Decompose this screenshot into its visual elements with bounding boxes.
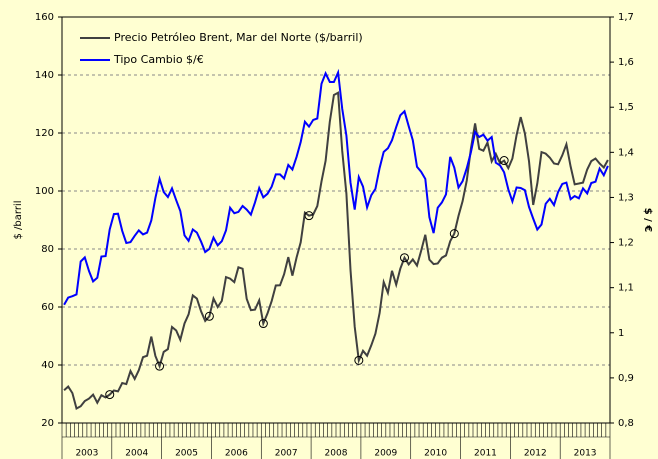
x-tick-label: 2004 — [125, 449, 148, 459]
y2-tick-label: 1,1 — [618, 283, 634, 294]
y-tick-label: 40 — [41, 360, 54, 371]
y2-tick-label: 1,5 — [618, 102, 634, 113]
y2-tick-label: 1,3 — [618, 192, 634, 203]
y-tick-label: 160 — [35, 12, 54, 23]
point-marker — [400, 253, 409, 263]
y-tick-label: 100 — [35, 186, 54, 197]
y2-tick-label: 1,4 — [618, 147, 634, 158]
point-marker — [155, 361, 165, 371]
x-tick-label: 2012 — [524, 449, 547, 459]
y-tick-label: 140 — [35, 70, 54, 81]
y2-axis-label: $ / € — [642, 208, 653, 233]
y-tick-label: 60 — [41, 302, 54, 313]
x-tick-label: 2007 — [275, 449, 298, 459]
x-tick-label: 2010 — [424, 449, 447, 459]
y-tick-label: 80 — [41, 244, 54, 255]
point-marker — [449, 229, 459, 239]
data-line — [63, 68, 609, 306]
x-tick-label: 2013 — [574, 449, 597, 459]
x-tick-label: 2006 — [225, 449, 248, 459]
x-tick-label: 2009 — [374, 449, 397, 459]
data-line — [63, 91, 609, 410]
legend-label: Tipo Cambio $/€ — [113, 53, 204, 66]
y2-tick-label: 1,2 — [618, 238, 634, 249]
y-tick-label: 120 — [35, 128, 54, 139]
y2-tick-label: 1 — [618, 328, 624, 339]
point-marker — [204, 311, 214, 321]
point-marker — [258, 319, 268, 329]
x-tick-label: 2011 — [474, 449, 497, 459]
x-tick-label: 2005 — [175, 449, 198, 459]
x-tick-label: 2003 — [75, 449, 98, 459]
point-marker — [354, 355, 364, 365]
point-marker — [499, 156, 509, 166]
point-marker — [105, 390, 115, 400]
y2-tick-label: 1,6 — [618, 57, 634, 68]
y-tick-label: 20 — [41, 418, 54, 429]
y2-tick-label: 1,7 — [618, 12, 634, 23]
point-marker — [304, 211, 314, 221]
y-axis-label: $ /barril — [13, 201, 24, 240]
x-tick-label: 2008 — [325, 449, 348, 459]
y2-tick-label: 0,9 — [618, 373, 634, 384]
legend-label: Precio Petróleo Brent, Mar del Norte ($/… — [114, 31, 363, 44]
y2-tick-label: 0,8 — [618, 418, 634, 429]
